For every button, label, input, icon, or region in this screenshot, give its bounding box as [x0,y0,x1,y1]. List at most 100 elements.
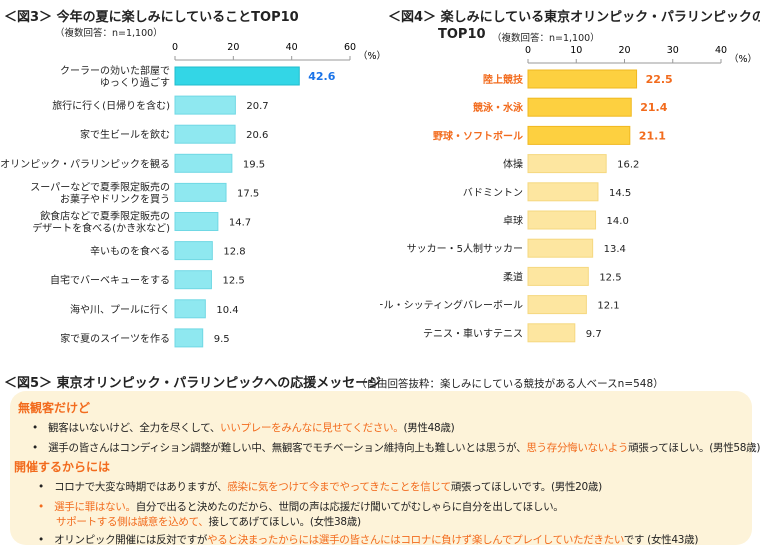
message-text: 選手の皆さんはコンディション調整が難しい中、無観客でモチベーション維持向上も難し… [48,442,527,454]
bar [527,266,589,286]
data-label: 12.5 [599,272,621,283]
x-tick-label: 40 [715,45,727,56]
message-text: オリンピック開催には反対ですが [54,534,208,546]
message-item: • 選手の皆さんはコンディション調整が難しい中、無観客でモチベーション維持向上も… [32,440,760,455]
x-tick-label: 20 [618,45,630,56]
message-item: • コロナで大変な時期ではありますが、感染に気をつけて今までやってきたことを信じ… [38,479,602,494]
message-item: • 観客はいないけど、全力を尽くして、いいプレーをみんなに見せてください。(男性… [32,420,455,435]
category-label: 辛いものを食べる [90,245,170,258]
bar [174,66,300,86]
bar [174,212,219,231]
category-label: サッカー・5人制サッカー [407,242,523,255]
category-label: テニス・車いすテニス [423,327,523,340]
message-text: 頑張ってほしいです。(男性20歳) [450,481,602,493]
data-label: 21.1 [639,129,666,142]
message-text: 接してあげてほしい。(女性38歳) [208,516,361,528]
data-label: 21.4 [640,101,667,114]
bar [527,97,632,117]
category-label: 競泳・水泳 [473,101,524,114]
data-label: 42.6 [308,70,335,83]
message-text: です (女性43歳) [623,534,699,546]
category-label: スーパーなどで夏季限定販売の [30,180,170,193]
message-text: 観客はいないけど、全力を尽くして、 [48,422,221,434]
data-label: 9.7 [586,329,602,340]
category-label: クーラーの効いた部屋で [60,64,170,77]
highlighted-text: 思う存分悔いないよう [526,442,629,454]
data-label: 14.7 [229,218,251,229]
bullet-icon: • [38,481,55,493]
data-label: 13.4 [604,244,626,255]
category-label: 体操 [503,158,523,171]
data-label: 14.0 [607,216,629,227]
message-text: (男性48歳) [403,422,455,434]
unit-label: （%） [729,53,757,65]
data-label: 12.8 [223,247,245,258]
bar [174,95,236,115]
bar [527,69,638,89]
category-label: 家で生ビールを飲む [80,128,170,141]
category-label: お菓子やドリンクを買う [60,193,170,205]
category-label: 野球・ソフトボール [433,129,523,142]
bar [527,154,607,174]
x-tick-label: 30 [667,45,679,56]
x-tick-label: 20 [227,42,239,53]
data-label: 12.1 [597,301,619,312]
fig5-subtitle: （自由回答抜粋：楽しみにしている競技がある人ベースn=548） [356,378,664,390]
highlighted-text: 選手に罪はない。 [54,501,136,513]
category-label: 陸上競技 [483,73,524,86]
category-label: 家で夏のスイーツを作る [60,332,170,345]
x-tick-label: 60 [344,42,356,53]
bar [174,182,227,202]
category-label: 旅行に行く(日帰りを含む) [52,99,170,112]
bullet-icon: • [32,442,49,454]
x-tick-label: 0 [525,45,531,56]
bar [174,299,206,319]
message-text: 頑張ってほしい。(男性58歳) [628,442,760,454]
data-label: 20.6 [246,130,268,141]
fig3-subtitle: （複数回答：n=1,100） [55,28,163,39]
section-heading: 開催するからには [14,460,111,474]
bar [174,328,204,348]
bar [527,295,587,315]
category-label: ゆっくり過ごす [100,76,170,89]
bullet-icon: • [32,422,49,434]
message-text: コロナで大変な時期ではありますが、 [54,481,228,493]
highlighted-text: サポートする側は誠意を込めて、 [56,516,209,528]
data-label: 16.2 [617,160,639,171]
highlighted-text: やると決まったからには選手の皆さんにはコロナに負けず楽しんでプレイしていただきた… [207,534,624,546]
data-label: 14.5 [609,188,631,199]
category-label: 海や川、プールに行く [70,303,170,316]
bar [174,241,213,261]
data-label: 10.4 [216,305,238,316]
category-label: 飲食店などで夏季限定販売の [40,210,170,223]
category-label: 卓球 [503,214,523,227]
bar [174,124,236,144]
bullet-icon: • [38,534,55,546]
bullet-icon: • [38,501,55,513]
fig5-title: ＜図5＞ 東京オリンピック・パラリンピックへの応援メッセージ [4,376,382,391]
fig4-chart: 0 10 20 30 40（%） 22.5 陸上競技 21.4 競泳・水泳 21.1 野球・ソフトボ… [380,45,757,343]
bar [527,182,599,202]
message-item: サポートする側は誠意を込めて、接してあげてほしい。(女性38歳) [56,514,361,529]
fig4-title2: TOP10 [438,27,486,42]
bar [527,210,597,230]
x-tick-label: 0 [172,42,178,53]
messages-box: 無観客だけど • 観客はいないけど、全力を尽くして、いいプレーをみんなに見せてくだ… [10,391,760,547]
x-tick-label: 10 [570,45,582,56]
bar [527,238,594,258]
message-item: • 選手に罪はない。自分で出ると決めたのだから、世間の声は応援だけ聞いてがむしゃ… [38,499,564,514]
x-tick-label: 40 [286,42,298,53]
message-text: 自分で出ると決めたのだから、世間の声は応援だけ聞いてがむしゃらに自分を出してほし… [135,501,564,513]
fig4-title: ＜図4＞ 楽しみにしている東京オリンピック・パラリンピックの競技 [388,10,760,25]
data-label: 19.5 [243,159,265,170]
data-label: 17.5 [237,188,259,199]
section-heading: 無観客だけど [18,401,91,415]
data-label: 22.5 [646,73,673,86]
category-label: デザートを食べる(かき氷など) [32,222,170,235]
data-label: 9.5 [214,334,230,345]
category-label: 東京オリンピック・パラリンピックを観る [0,157,170,170]
fig3-title: ＜図3＞ 今年の夏に楽しみにしていることTOP10 [4,10,299,25]
data-label: 12.5 [222,276,244,287]
message-item: • オリンピック開催には反対ですがやると決まったからには選手の皆さんにはコロナに… [38,532,698,547]
